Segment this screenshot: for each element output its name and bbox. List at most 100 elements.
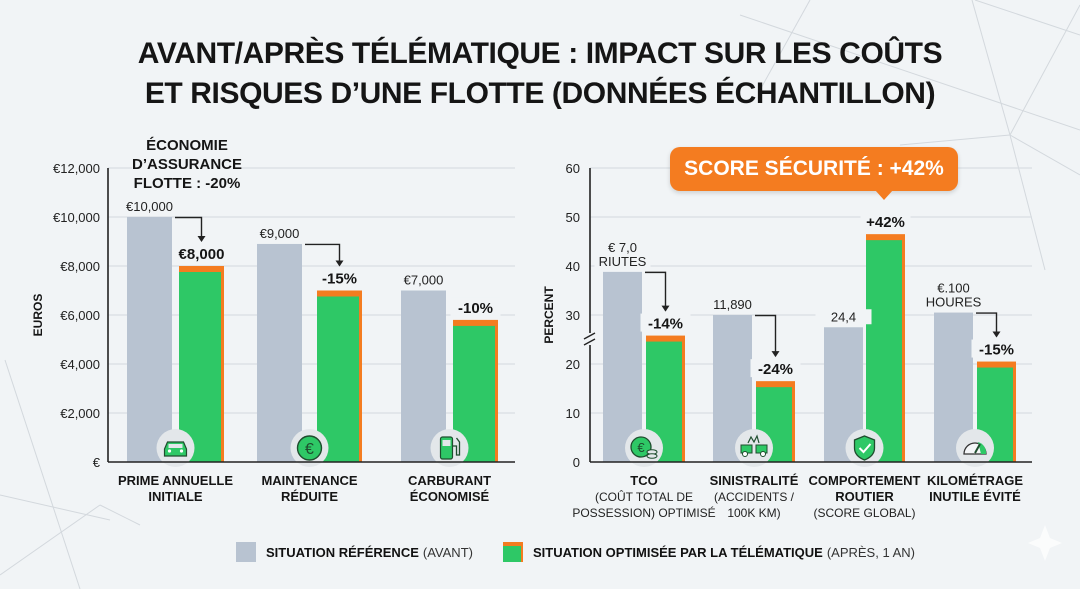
y-tick-label: €2,000 [60, 406, 100, 421]
annotation-text: FLOTTE : -20% [134, 175, 241, 192]
wheel [742, 451, 748, 457]
y-tick-label: €4,000 [60, 357, 100, 372]
car-crash-icon [735, 429, 773, 467]
category-label: PRIME ANNUELLE [118, 473, 233, 488]
title-line-2: ET RISQUES D’UNE FLOTTE (DONNÉES ÉCHANTI… [144, 77, 936, 110]
category-label: CARBURANT [408, 473, 491, 488]
bar-before [603, 271, 642, 462]
category-label: INITIALE [148, 489, 202, 504]
label-bg [860, 212, 911, 231]
y-tick-label: € [93, 455, 101, 470]
bar-after-label: -24% [758, 361, 793, 378]
check [858, 443, 872, 454]
bar-before-label: 24,4 [831, 309, 856, 324]
label-bg [314, 268, 365, 287]
arrow-head [992, 331, 1001, 338]
axis-break [583, 332, 596, 340]
category-label: MAINTENANCE [261, 473, 357, 488]
chart-title: AVANT/APRÈS TÉLÉMATIQUE : IMPACT SUR LES… [0, 34, 1080, 114]
car-icon [156, 429, 195, 467]
chart-1: € €2,000 €4,000 €6,000 €8,000 €10,000 €12,000 E… [31, 134, 515, 504]
legend-sub-before: (AVANT) [422, 544, 473, 560]
label-bg [815, 309, 872, 325]
label-bg [132, 153, 242, 171]
car-light [167, 449, 172, 453]
category-sublabel: 100K KM) [727, 506, 780, 520]
bar-after [179, 272, 221, 462]
euro-glyph: € [637, 440, 645, 455]
bar-before-label: €.100 [937, 281, 970, 296]
bar-after-label: -10% [458, 300, 493, 317]
bar-after-label: -15% [979, 342, 1014, 359]
bar-before [127, 217, 172, 462]
fuel-pump-icon [430, 429, 469, 467]
axis-break [583, 338, 596, 346]
bar-before-label: €9,000 [260, 226, 300, 241]
change-arrow [305, 243, 341, 266]
label-bg [925, 280, 982, 296]
bar-before [257, 243, 302, 462]
euro-coins-icon: € [625, 429, 663, 467]
label-bg [640, 313, 691, 332]
arrow-head [197, 236, 206, 242]
bar-after [866, 240, 902, 462]
legend-swatch-after [502, 542, 523, 562]
label-bg [594, 239, 651, 255]
bar-after-label: €8,000 [179, 246, 225, 263]
bar-after-label: -15% [322, 271, 357, 288]
y-tick-label: €10,000 [53, 210, 100, 225]
label-bg [176, 244, 227, 262]
bar-before-label: €7,000 [404, 273, 444, 288]
shield-check-icon [845, 429, 884, 467]
pump-window [442, 440, 451, 446]
label-bg [925, 294, 982, 310]
shield [853, 435, 876, 461]
legend-item-before: SITUATION RÉFÉRENCE (AVANT) [236, 542, 473, 562]
label-bg [971, 339, 1022, 358]
axis-break-bg [584, 333, 596, 345]
category-sublabel: (SCORE GLOBAL) [813, 506, 915, 520]
y-tick-label: €12,000 [53, 161, 100, 176]
y-tick-label: 50 [566, 210, 580, 225]
car-light [179, 449, 184, 453]
label-bg [750, 359, 801, 378]
legend-item-after: SITUATION OPTIMISÉE PAR LA TÉLÉMATIQUE (… [502, 542, 915, 562]
category-label: RÉDUITE [281, 489, 338, 504]
y-tick-label: €6,000 [60, 308, 100, 323]
category-sublabel: (COÛT TOTAL DE [595, 489, 693, 504]
bar-before-label: € 7,0 [608, 240, 637, 255]
category-label: INUTILE ÉVITÉ [929, 489, 1021, 504]
arrow-head [771, 351, 780, 358]
y-tick-label: €8,000 [60, 259, 100, 274]
y-tick-label: 20 [566, 357, 580, 372]
y-tick-label: 40 [566, 259, 580, 274]
arrow-head [661, 305, 670, 312]
change-arrow [976, 312, 998, 337]
coin [296, 435, 323, 461]
legend: SITUATION RÉFÉRENCE (AVANT) SITUATION OP… [236, 540, 945, 564]
category-sublabel: (ACCIDENTS / [714, 490, 795, 504]
label-bg [704, 297, 761, 312]
euro-glyph: € [305, 441, 314, 458]
arrow-head [335, 260, 344, 267]
coin-stack [646, 453, 658, 459]
bar-after-label: +42% [866, 214, 905, 231]
change-arrow [175, 216, 203, 241]
category-label: ÉCONOMISÉ [410, 489, 490, 504]
label-bg [121, 199, 178, 214]
speedometer-icon [956, 429, 994, 467]
y-tick-label: 10 [566, 406, 580, 421]
pump-hose [452, 437, 461, 456]
label-bg [132, 134, 242, 152]
category-label: COMPORTEMENT [809, 473, 921, 488]
legend-swatch-before [236, 542, 256, 562]
safety-score-callout: SCORE SÉCURITÉ : +42% [670, 147, 958, 200]
coin [630, 436, 652, 458]
y-axis-label: PERCENT [542, 286, 556, 344]
legend-label-after: SITUATION OPTIMISÉE PAR LA TÉLÉMATIQUE [532, 544, 823, 560]
legend-sub-after: (APRÈS, 1 AN) [826, 544, 915, 560]
legend-label-before: SITUATION RÉFÉRENCE [266, 544, 419, 560]
